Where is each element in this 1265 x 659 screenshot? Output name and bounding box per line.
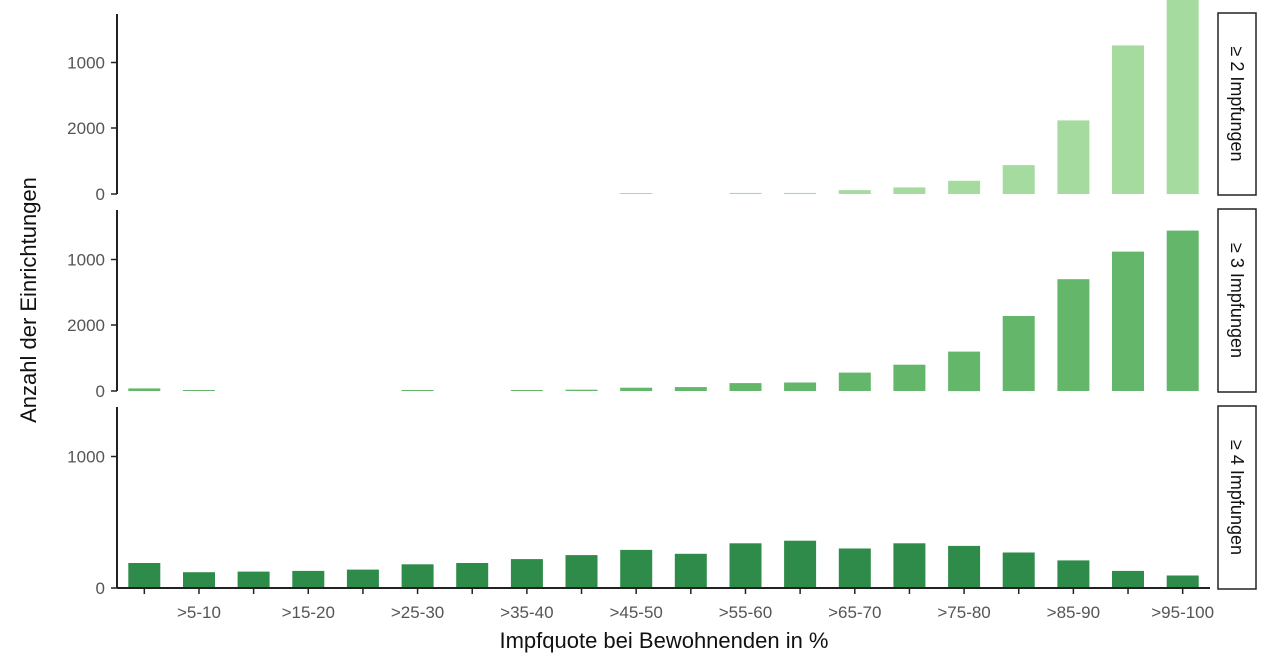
bar bbox=[784, 540, 817, 588]
panel-3: 0 1000 2000 ≥ 4 Impfungen bbox=[67, 316, 1257, 598]
facet-strip-label: ≥ 3 Impfungen bbox=[1227, 243, 1247, 358]
bar bbox=[1112, 45, 1144, 195]
y-tick-label: 1000 bbox=[67, 251, 105, 270]
x-tick-label: >75-80 bbox=[937, 603, 990, 622]
y-tick-label: 0 bbox=[96, 579, 105, 598]
facet-strip bbox=[1217, 208, 1257, 393]
y-axis-title: Anzahl der Einrichtungen bbox=[16, 177, 41, 423]
bar bbox=[1057, 279, 1090, 391]
bar bbox=[565, 555, 598, 588]
y-tick-label: 2000 bbox=[67, 119, 105, 138]
panel-1: 0 1000 2000 ≥ 2 Impfungen bbox=[67, 0, 1257, 204]
bar bbox=[183, 572, 215, 588]
bar bbox=[565, 389, 598, 391]
bar bbox=[1057, 120, 1090, 194]
facet-strip-label: ≥ 2 Impfungen bbox=[1227, 47, 1247, 162]
bar bbox=[729, 543, 762, 588]
bar bbox=[784, 192, 817, 194]
y-tick-label: 1000 bbox=[67, 448, 105, 467]
bar bbox=[401, 564, 434, 588]
bar bbox=[1166, 575, 1199, 588]
facet-strip bbox=[1217, 12, 1257, 196]
bar bbox=[620, 193, 653, 194]
bar bbox=[1002, 552, 1035, 588]
bar bbox=[510, 559, 543, 588]
x-tick-label: >15-20 bbox=[282, 603, 335, 622]
bar bbox=[948, 180, 981, 194]
x-tick-label: >65-70 bbox=[828, 603, 881, 622]
x-tick-label: >95-100 bbox=[1151, 603, 1214, 622]
bar bbox=[128, 388, 161, 391]
bar bbox=[510, 390, 543, 391]
bar bbox=[838, 190, 871, 194]
facet-strip bbox=[1217, 405, 1257, 590]
bar bbox=[948, 545, 981, 588]
x-tick-label: >5-10 bbox=[177, 603, 221, 622]
bar bbox=[237, 571, 270, 588]
bar bbox=[838, 548, 871, 588]
y-tick-label: 2000 bbox=[67, 316, 105, 335]
y-tick-label: 1000 bbox=[67, 54, 105, 73]
bar bbox=[838, 372, 871, 391]
bar bbox=[128, 563, 161, 588]
bar bbox=[401, 390, 434, 391]
x-tick-label: >55-60 bbox=[719, 603, 772, 622]
y-tick-label: 0 bbox=[96, 382, 105, 401]
bar bbox=[674, 553, 707, 588]
bar bbox=[729, 383, 762, 391]
x-axis-title: Impfquote bei Bewohnenden in % bbox=[499, 628, 828, 653]
panel-2: 0 1000 2000 ≥ 3 Impfungen bbox=[67, 119, 1257, 401]
x-tick-label: >85-90 bbox=[1047, 603, 1100, 622]
bar bbox=[292, 570, 325, 588]
bar bbox=[183, 390, 215, 391]
bar bbox=[346, 569, 379, 588]
bar bbox=[1002, 316, 1035, 391]
facet-strip-label: ≥ 4 Impfungen bbox=[1227, 440, 1247, 555]
bar bbox=[1166, 0, 1199, 194]
bar bbox=[620, 387, 653, 391]
bar bbox=[893, 187, 926, 194]
bar bbox=[1002, 165, 1035, 194]
y-tick-label: 0 bbox=[96, 185, 105, 204]
bar bbox=[893, 543, 926, 588]
bar bbox=[1112, 570, 1144, 588]
bar bbox=[1112, 251, 1144, 391]
bar bbox=[948, 351, 981, 392]
bar bbox=[1166, 230, 1199, 391]
bar bbox=[620, 549, 653, 588]
bar bbox=[893, 364, 926, 391]
x-tick-label: >35-40 bbox=[500, 603, 553, 622]
bar bbox=[1057, 560, 1090, 588]
bar bbox=[456, 563, 489, 588]
bar bbox=[729, 192, 762, 194]
x-tick-label: >25-30 bbox=[391, 603, 444, 622]
bar bbox=[674, 387, 707, 391]
bar bbox=[784, 382, 817, 391]
x-tick-label: >45-50 bbox=[609, 603, 662, 622]
panels-layer: 0 1000 2000 ≥ 2 Impfungen 0 1000 2000 ≥ 3 Impfu… bbox=[67, 0, 1257, 622]
